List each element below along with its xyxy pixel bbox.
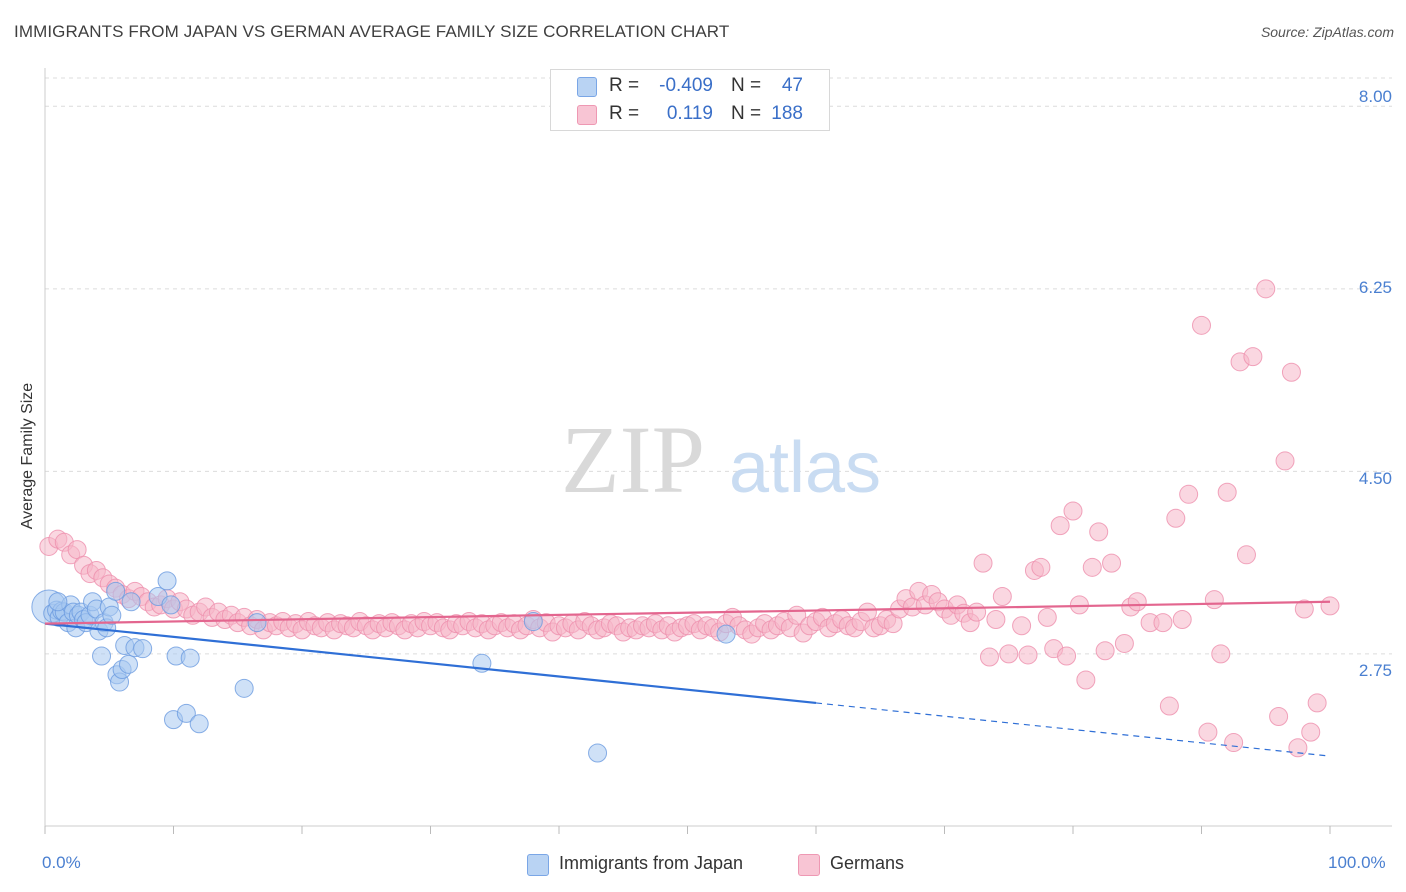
n-label: N = [731, 103, 762, 124]
japan-point [92, 646, 112, 666]
germans-point [1281, 362, 1301, 382]
germans-point [1320, 596, 1340, 616]
germans-point [1236, 545, 1256, 565]
germans-point [1089, 522, 1109, 542]
japan-point [106, 581, 126, 601]
germans-point [1211, 644, 1231, 664]
germans-point [1179, 484, 1199, 504]
germans-point [1159, 696, 1179, 716]
germans-point [973, 553, 993, 573]
germans-point [1037, 607, 1057, 627]
legend-swatch-japan [527, 854, 549, 876]
germans-point [992, 587, 1012, 607]
watermark-atlas: atlas [729, 428, 881, 508]
r-value: 0.119 [666, 103, 713, 124]
germans-point [1095, 641, 1115, 661]
japan-point [119, 654, 139, 674]
germans-point [1127, 592, 1147, 612]
legend-swatch-germans [577, 105, 597, 125]
japan-point [716, 624, 736, 644]
germans-point [1050, 516, 1070, 536]
japan-point [102, 605, 122, 625]
chart-title: IMMIGRANTS FROM JAPAN VS GERMAN AVERAGE … [14, 22, 730, 41]
germans-point [1012, 616, 1032, 636]
germans-point [1192, 315, 1211, 335]
r-label: R = [609, 103, 640, 124]
y-tick-label: 6.25 [1358, 278, 1392, 297]
legend-label: Germans [830, 853, 905, 873]
germans-point [1166, 508, 1186, 528]
japan-trend-extension [815, 702, 1331, 757]
r-value: -0.409 [659, 75, 713, 96]
r-label: R = [609, 75, 640, 96]
watermark-zip: ZIP [561, 406, 705, 513]
japan-point [234, 678, 254, 698]
germans-trend-line [44, 600, 1331, 625]
germans-point [1243, 347, 1263, 367]
japan-point [133, 639, 153, 659]
germans-point [1172, 609, 1192, 629]
germans-point [999, 644, 1019, 664]
x-tick-label: 100.0% [1328, 853, 1386, 872]
japan-point [176, 703, 196, 723]
source-label: Source: ZipAtlas.com [1260, 24, 1394, 40]
germans-point [1102, 553, 1122, 573]
japan-point [121, 592, 141, 612]
legend-swatch-japan [577, 77, 597, 97]
germans-point [986, 609, 1006, 629]
x-tick-label: 0.0% [42, 853, 81, 872]
japan-point [247, 613, 267, 633]
germans-point [967, 602, 987, 622]
y-tick-label: 4.50 [1358, 469, 1392, 488]
germans-point [1275, 451, 1295, 471]
germans-point [1198, 722, 1218, 742]
japan-point [48, 592, 68, 612]
legend-swatch-germans [798, 854, 820, 876]
germans-point [1269, 706, 1289, 726]
japan-point [523, 612, 543, 632]
germans-point [1057, 646, 1077, 666]
japan-point [157, 571, 177, 591]
japan-trend-line [44, 622, 817, 705]
germans-point [1204, 590, 1224, 610]
y-tick-label: 2.75 [1358, 661, 1392, 680]
germans-point [1082, 557, 1102, 577]
germans-point [1217, 482, 1237, 502]
n-value: 47 [781, 75, 803, 96]
japan-point [180, 648, 200, 668]
japan-point [189, 714, 209, 734]
y-tick-label: 8.00 [1358, 87, 1392, 106]
correlation-legend: R = -0.409 N = 47 R = 0.119 N = 188 [550, 69, 830, 131]
legend-row-japan: R = -0.409 N = 47 [551, 72, 829, 100]
germans-point [1288, 738, 1308, 758]
germans-point [1224, 733, 1244, 753]
n-label: N = [731, 75, 762, 96]
legend-row-germans: R = 0.119 N = 188 [551, 100, 829, 128]
germans-point [1076, 670, 1096, 690]
germans-point [979, 647, 999, 667]
germans-point [1307, 693, 1327, 713]
germans-point [1031, 557, 1051, 577]
germans-point [1301, 722, 1321, 742]
germans-point [1153, 613, 1173, 633]
germans-point [1294, 599, 1314, 619]
series-legend: Immigrants from Japan Germans [0, 852, 1406, 878]
germans-point [1256, 279, 1276, 299]
germans-point [1018, 645, 1038, 665]
japan-point [161, 595, 181, 615]
n-value: 188 [771, 103, 803, 124]
japan-point [588, 743, 608, 763]
germans-point [1063, 501, 1083, 521]
legend-label: Immigrants from Japan [559, 853, 744, 873]
germans-point [1114, 633, 1134, 653]
